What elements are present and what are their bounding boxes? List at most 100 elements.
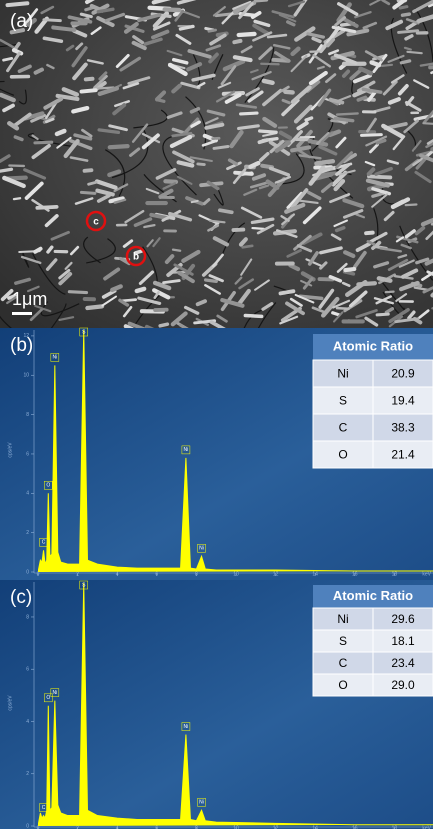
y-tick-label: 8 [26, 412, 29, 418]
table-cell: 23.4 [391, 656, 415, 670]
panel-label: (b) [10, 335, 33, 356]
dendrite [345, 269, 354, 270]
x-tick-label: 10 [233, 571, 239, 577]
panel-label: (c) [10, 587, 32, 608]
y-tick-label: 8 [26, 614, 29, 620]
dendrite [337, 308, 348, 309]
x-tick-label: 10 [233, 825, 239, 829]
scale-bar [12, 312, 32, 315]
dendrite [337, 228, 344, 231]
dendrite [35, 249, 40, 252]
y-tick-label: 0 [26, 569, 29, 575]
x-tick-label: 2 [76, 571, 79, 577]
y-tick-label: 2 [26, 771, 29, 777]
peak-label: C [42, 805, 46, 811]
dendrite [220, 210, 232, 212]
dendrite [165, 181, 176, 182]
dendrite [337, 113, 358, 114]
dendrite [36, 70, 42, 73]
y-tick-label: 6 [26, 667, 29, 673]
dendrite [366, 233, 373, 234]
x-tick-label: 16 [352, 571, 358, 577]
dendrite [241, 113, 257, 114]
dendrite [7, 3, 27, 5]
table-cell: O [338, 448, 347, 462]
dendrite [214, 146, 228, 148]
dendrite [377, 314, 388, 315]
figure: (a) c b 1μm 024681012024681012141618keVc… [0, 0, 433, 829]
x-tick-label: 14 [312, 571, 318, 577]
sem-image [0, 0, 433, 361]
dendrite [160, 324, 167, 326]
x-axis-label: keV [422, 825, 431, 829]
table-header: Atomic Ratio [333, 338, 413, 353]
dendrite [252, 228, 263, 229]
x-tick-label: 18 [392, 571, 398, 577]
peak-label: C [42, 540, 46, 546]
table-cell: O [338, 678, 347, 692]
scale-bar-label: 1μm [12, 289, 47, 309]
dendrite [245, 315, 261, 316]
table-cell: 29.6 [391, 612, 415, 626]
dendrite [281, 291, 294, 293]
dendrite [165, 9, 180, 10]
dendrite [87, 306, 102, 308]
dendrite [0, 169, 11, 171]
y-axis-label: cps/eV [7, 442, 13, 458]
marker-label: b [133, 252, 139, 263]
y-tick-label: 4 [26, 719, 29, 725]
dendrite [259, 140, 267, 142]
peak-label: Ni [184, 724, 189, 730]
dendrite [122, 300, 135, 301]
dendrite [37, 207, 56, 208]
peak-label: Ni [52, 690, 57, 696]
dendrite [4, 58, 12, 60]
dendrite [260, 131, 276, 132]
y-tick-label: 10 [23, 373, 29, 379]
x-tick-label: 4 [116, 825, 119, 829]
peak-label: Ni [184, 447, 189, 453]
dendrite [137, 289, 144, 291]
dendrite [15, 137, 22, 140]
table-header: Atomic Ratio [333, 588, 413, 603]
table-cell: S [339, 394, 347, 408]
x-tick-label: 8 [195, 825, 198, 829]
dendrite [44, 20, 60, 21]
dendrite [209, 30, 216, 31]
x-tick-label: 12 [273, 825, 279, 829]
dendrite [157, 100, 164, 102]
x-tick-label: 14 [312, 825, 318, 829]
table-cell: 20.9 [391, 367, 415, 381]
marker-label: c [93, 217, 99, 228]
dendrite [109, 172, 119, 175]
dendrite [382, 65, 392, 66]
dendrite [379, 278, 390, 280]
dendrite [333, 313, 339, 315]
table-cell: C [339, 421, 348, 435]
table-cell: 21.4 [391, 448, 415, 462]
dendrite [14, 198, 20, 199]
dendrite [318, 67, 324, 69]
dendrite [306, 118, 312, 120]
dendrite [316, 161, 332, 163]
dendrite [358, 97, 365, 100]
dendrite [399, 31, 418, 33]
y-tick-label: 6 [26, 451, 29, 457]
x-tick-label: 12 [273, 571, 279, 577]
page: (a) c b 1μm 024681012024681012141618keVc… [0, 0, 433, 829]
dendrite [386, 292, 394, 293]
dendrite [53, 27, 74, 29]
dendrite [86, 79, 93, 80]
dendrite [198, 164, 204, 165]
dendrite [198, 301, 205, 304]
dendrite [85, 170, 92, 171]
dendrite [89, 182, 97, 184]
dendrite [35, 142, 52, 143]
dendrite [239, 34, 255, 35]
x-tick-label: 6 [155, 571, 158, 577]
dendrite [400, 7, 407, 8]
dendrite [261, 64, 278, 65]
peak-label: Ni [199, 546, 204, 552]
